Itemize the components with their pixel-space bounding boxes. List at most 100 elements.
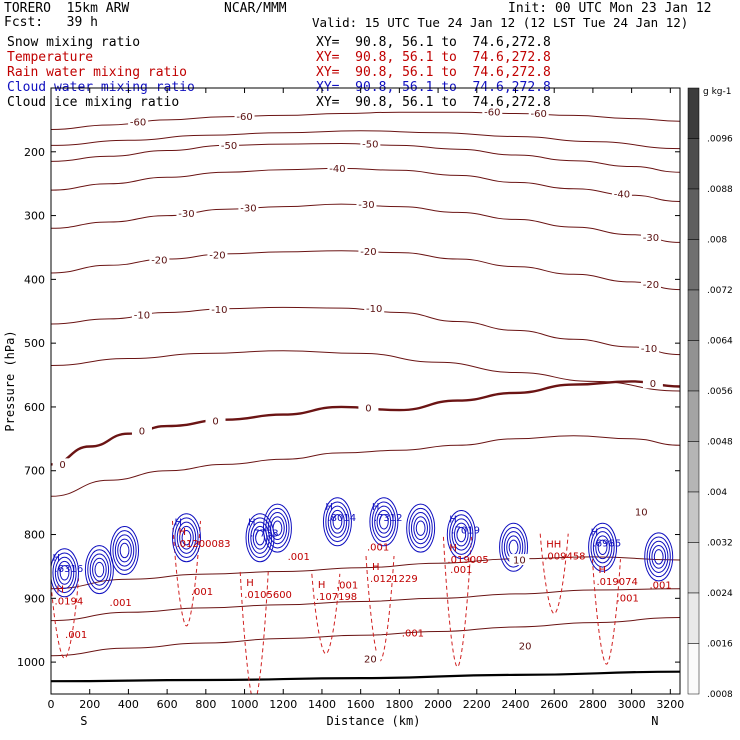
rain-contour-label: .001: [402, 629, 424, 640]
isotherm-line: [51, 588, 680, 622]
rain-contour-label: .001: [65, 630, 87, 641]
x-tick-label: 3000: [618, 698, 646, 711]
north-endpoint-label: N: [651, 714, 658, 728]
isotherm-label: 0: [650, 379, 656, 390]
x-tick-label: 1200: [269, 698, 297, 711]
rain-contour-label: .001: [336, 581, 358, 592]
cloud-water-contour: [117, 538, 132, 563]
cloud-water-contour: [119, 542, 130, 559]
isotherm-label: -30: [240, 203, 256, 214]
cloud-max-marker: H: [174, 518, 182, 529]
plot-frame: [50, 87, 681, 695]
cloud-water-contour: [446, 510, 476, 560]
rain-contour-label: .001: [191, 587, 213, 598]
rain-max-marker: HH: [546, 540, 561, 551]
isotherm-label: -20: [151, 256, 167, 267]
isotherm-line: [51, 435, 680, 497]
valid-time: Valid: 15 UTC Tue 24 Jan 12 (12 LST Tue …: [312, 15, 689, 30]
isotherm-line: [51, 556, 680, 590]
cloud-water-contour: [369, 497, 399, 547]
cloud-water-contour: [57, 560, 72, 585]
cloud-water-contour: [501, 526, 526, 568]
isotherm-label: -60: [130, 117, 146, 128]
x-axis-label: Distance (km): [327, 714, 421, 728]
y-tick-label: 200: [24, 146, 45, 159]
isotherm-label: -30: [178, 209, 194, 220]
x-tick-label: 1400: [308, 698, 336, 711]
y-tick-label: 800: [24, 529, 45, 542]
colorbar-segment: [687, 340, 700, 392]
cloud-max-value: .7312: [374, 513, 403, 524]
x-tick-label: 800: [195, 698, 216, 711]
label-mask: [364, 302, 385, 314]
isotherm-label: -20: [209, 251, 225, 262]
cloud-water-contour: [84, 545, 114, 595]
cloud-water-contour: [51, 548, 80, 598]
cloud-water-contour: [644, 532, 674, 582]
rain-max-marker: H: [318, 580, 326, 591]
colorbar-tick-label: .008: [707, 236, 727, 246]
rain-contour-label: .001: [617, 594, 639, 605]
center-title: NCAR/MMM: [224, 1, 287, 16]
cloud-water-contour: [325, 501, 350, 543]
label-mask: [209, 303, 230, 315]
isotherm-line: [51, 350, 680, 392]
cloud-water-contour: [92, 557, 107, 582]
x-tick-label: 600: [157, 698, 178, 711]
cloud-water-contour: [456, 526, 467, 543]
label-mask: [219, 139, 240, 151]
surface-pressure-line: [51, 670, 680, 683]
cloud-water-contour: [649, 540, 669, 573]
rain-water-contour: [171, 520, 201, 627]
colorbar-tick-label: .0096: [707, 135, 733, 145]
label-mask: [207, 249, 228, 261]
colorbar-segment: [687, 87, 700, 139]
cloud-water-contour: [406, 503, 436, 553]
cloud-water-contour: [272, 520, 283, 536]
label-mask: [128, 115, 149, 127]
cloud-water-contour: [651, 544, 667, 569]
x-tick-label: 2800: [579, 698, 607, 711]
cloud-water-contour: [595, 535, 610, 560]
contour-labels: -60 -60 -60 -60 -50 -50 -40 -40 -30 -30 -30 -30 -20 -…: [53, 106, 672, 665]
cloud-water-contour: [270, 516, 285, 541]
south-endpoint-label: S: [80, 714, 87, 728]
rain-water-contour: [591, 559, 621, 665]
colorbar-segment: [687, 643, 700, 695]
rain-max-value: .019074: [596, 577, 637, 588]
xy-cloud-ice: XY= 90.8, 56.1 to 74.6,272.8: [316, 95, 551, 110]
isotherm-label: -60: [531, 109, 547, 120]
x-tick-label: 1800: [385, 698, 413, 711]
y-tick-label: 300: [24, 210, 45, 223]
xy-temperature: XY= 90.8, 56.1 to 74.6,272.8: [316, 50, 551, 65]
label-mask: [360, 652, 381, 664]
cloud-water-contour: [179, 525, 194, 550]
label-mask: [640, 278, 661, 290]
colorbar-tick-label: .0056: [707, 387, 733, 397]
plot-axes: 0 200 400 600 800 1000 1200 1400 1600 1800 2000 220…: [3, 87, 684, 728]
isotherm-line: [51, 617, 680, 657]
label-mask: [611, 187, 632, 199]
colorbar-tick-label: .0016: [707, 640, 733, 650]
label-mask: [358, 402, 379, 414]
colorbar-tick-label: .0048: [707, 438, 733, 448]
label-mask: [238, 201, 259, 213]
label-mask: [131, 425, 152, 437]
colorbar-segment: [687, 138, 700, 190]
isotherm-label: 0: [365, 404, 371, 415]
colorbar-segment: [687, 188, 700, 240]
label-mask: [358, 245, 379, 257]
x-tick-label: 1000: [231, 698, 259, 711]
label-mask: [360, 138, 381, 150]
cloud-water-contour: [87, 549, 112, 590]
isotherm-label: -60: [236, 112, 252, 123]
label-mask: [640, 231, 661, 243]
isotherm-label: 20: [364, 654, 377, 665]
colorbar-segment: [687, 441, 700, 493]
x-tick-label: 2400: [501, 698, 529, 711]
label-mask: [356, 198, 377, 210]
isotherm-label: -30: [643, 233, 659, 244]
x-tick-label: 400: [118, 698, 139, 711]
colorbar-tick-label: .0032: [707, 539, 733, 549]
isotherm-label: 0: [139, 427, 145, 438]
